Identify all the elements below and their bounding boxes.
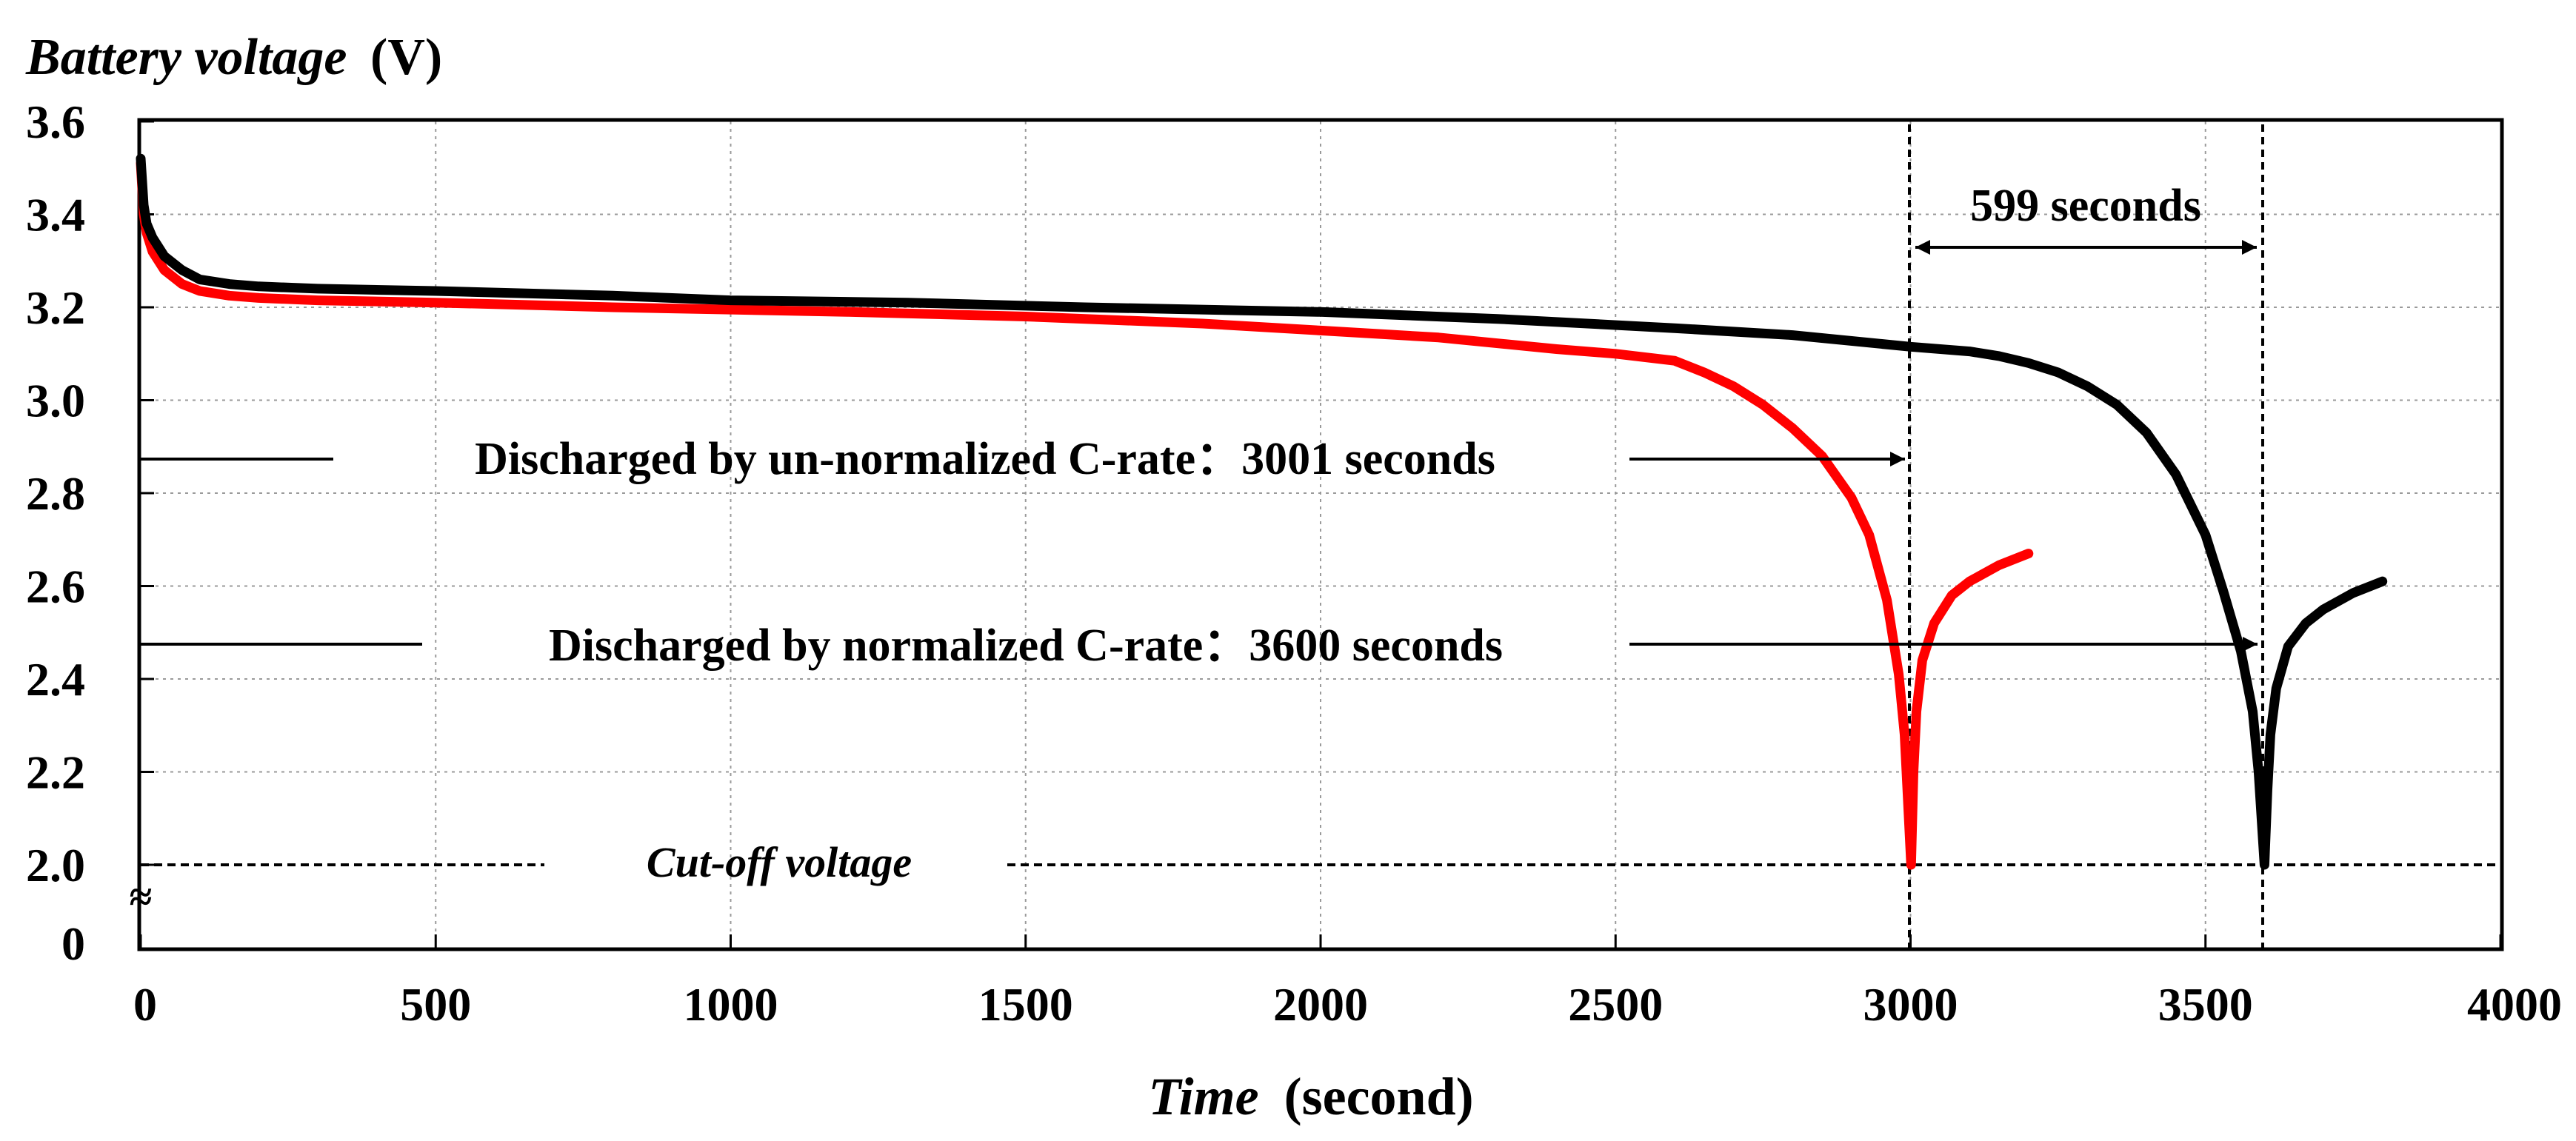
x-tick-label: 3500 — [2158, 978, 2253, 1031]
y-tick-label: 2.4 — [26, 653, 85, 706]
x-axis-label-unit: (second) — [1284, 1067, 1474, 1126]
x-axis-label: Time (second) — [1148, 1067, 1473, 1126]
x-tick-label: 2000 — [1273, 978, 1368, 1031]
y-zero-label: 0 — [61, 917, 85, 970]
x-tick-label: 0 — [133, 978, 157, 1031]
series-unnormalized-line — [136, 158, 2034, 870]
y-tick-label: 2.8 — [26, 467, 85, 520]
y-tick-label: 2.0 — [26, 839, 85, 891]
x-tick-label: 4000 — [2467, 978, 2562, 1031]
y-tick-labels: 2.0 2.2 2.4 2.6 2.8 3.0 3.2 3.4 3.6 — [26, 96, 85, 891]
y-tick-label: 3.6 — [26, 96, 85, 148]
y-tick-label: 2.2 — [26, 746, 85, 799]
series-layer — [136, 153, 2388, 870]
x-tick-label: 1500 — [978, 978, 1073, 1031]
y-tick-label: 3.0 — [26, 375, 85, 427]
y-axis-label-text: Battery voltage — [25, 29, 347, 86]
x-tick-label: 3000 — [1863, 978, 1958, 1031]
x-axis-label-text: Time — [1148, 1067, 1258, 1126]
y-tick-label: 3.2 — [26, 281, 85, 334]
unnormalized-label: Discharged by un-normalized C-rate：3001 … — [475, 434, 1495, 484]
y-axis-label: Battery voltage (V) — [25, 29, 442, 86]
x-tick-label: 500 — [400, 978, 471, 1031]
cutoff-label: Cut-off voltage — [647, 838, 912, 886]
plot-frame — [137, 118, 2504, 951]
grid-lines — [139, 120, 2502, 948]
y-axis-label-unit: (V) — [370, 29, 442, 86]
x-tick-label: 1000 — [684, 978, 778, 1031]
normalized-label: Discharged by normalized C-rate：3600 sec… — [549, 620, 1503, 671]
y-tick-label: 3.4 — [26, 189, 85, 241]
x-tick-labels: 0 500 1000 1500 2000 2500 3000 3500 4000 — [133, 978, 2562, 1031]
x-tick-label: 2500 — [1568, 978, 1663, 1031]
y-tick-label: 2.6 — [26, 561, 85, 613]
difference-label: 599 seconds — [1970, 181, 2201, 231]
series-normalized-line — [136, 153, 2388, 870]
axis-break-symbol: ≈ — [130, 874, 153, 920]
